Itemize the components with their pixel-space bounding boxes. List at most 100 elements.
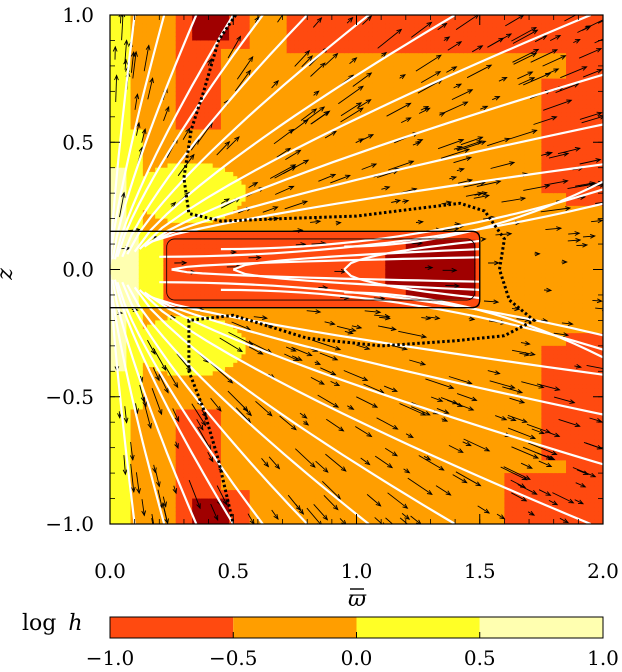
field-cell: [118, 256, 123, 262]
field-cell: [270, 434, 275, 440]
field-cell: [216, 307, 222, 313]
field-cell: [110, 197, 115, 203]
field-cell: [262, 48, 267, 54]
field-cell: [216, 61, 222, 67]
field-cell: [192, 210, 197, 215]
field-cell: [110, 150, 115, 156]
field-cell: [257, 269, 263, 275]
field-cell: [204, 430, 210, 436]
field-cell: [192, 133, 197, 139]
field-cell: [241, 265, 247, 271]
field-cell: [249, 456, 255, 461]
field-cell: [122, 121, 128, 126]
field-cell: [270, 256, 275, 262]
field-cell: [249, 150, 255, 156]
field-cell: [249, 70, 255, 75]
field-cell: [179, 218, 185, 224]
field-cell: [212, 307, 218, 313]
field-cell: [249, 197, 255, 203]
field-cell: [262, 15, 267, 20]
field-cell: [146, 473, 152, 478]
field-cell: [122, 511, 128, 517]
field-cell: [130, 405, 136, 411]
field-cell: [257, 65, 263, 71]
field-cell: [196, 176, 201, 182]
field-cell: [126, 324, 132, 330]
field-cell: [159, 180, 165, 186]
field-cell: [167, 256, 173, 262]
field-cell: [278, 231, 284, 237]
field-cell: [179, 201, 185, 207]
field-cell: [249, 354, 255, 360]
field-cell: [245, 108, 251, 114]
field-cell: [200, 201, 206, 207]
field-cell: [196, 367, 201, 372]
field-cell: [196, 256, 201, 262]
field-cell: [241, 180, 247, 186]
field-cell: [159, 375, 165, 381]
field-cell: [212, 481, 218, 487]
field-cell: [151, 201, 156, 207]
field-cell: [257, 44, 263, 50]
field-cell: [270, 197, 275, 203]
field-cell: [204, 367, 210, 372]
field-cell: [179, 112, 185, 118]
field-cell: [266, 311, 271, 317]
field-cell: [241, 303, 247, 309]
field-cell: [138, 439, 144, 445]
field-cell: [241, 163, 247, 169]
field-cell: [253, 248, 259, 254]
field-cell: [262, 244, 267, 249]
field-cell: [188, 65, 193, 71]
field-cell: [118, 201, 123, 207]
field-cell: [257, 244, 263, 249]
field-cell: [118, 422, 123, 428]
field-cell: [257, 184, 263, 190]
field-cell: [245, 447, 251, 453]
field-cell: [134, 324, 140, 330]
field-cell: [262, 290, 267, 296]
field-cell: [171, 413, 177, 419]
field-cell: [245, 184, 251, 190]
field-cell: [245, 481, 251, 487]
field-cell: [134, 180, 140, 186]
field-cell: [155, 171, 160, 177]
field-cell: [204, 133, 210, 139]
field-cell: [200, 367, 206, 372]
field-cell: [126, 460, 132, 466]
field-cell: [188, 70, 193, 75]
field-cell: [237, 515, 243, 521]
field-cell: [179, 91, 185, 97]
field-cell: [253, 375, 259, 381]
field-cell: [167, 180, 173, 186]
field-cell: [270, 87, 275, 92]
field-cell: [278, 180, 284, 186]
field-cell: [237, 256, 243, 262]
field-cell: [163, 150, 169, 156]
field-cell: [175, 150, 181, 156]
field-cell: [163, 252, 169, 258]
field-cell: [151, 439, 156, 445]
field-cell: [270, 316, 275, 321]
field-cell: [163, 146, 169, 152]
field-cell: [134, 498, 140, 504]
field-cell: [257, 494, 263, 500]
field-cell: [220, 78, 226, 84]
field-cell: [220, 417, 226, 423]
field-cell: [171, 244, 177, 249]
field-cell: [245, 515, 251, 521]
field-cell: [114, 379, 119, 385]
field-cell: [142, 112, 148, 118]
field-cell: [118, 23, 123, 29]
field-cell: [118, 48, 123, 54]
field-cell: [266, 57, 271, 63]
field-cell: [212, 70, 218, 75]
field-cell: [237, 498, 243, 504]
field-cell: [253, 409, 259, 415]
field-cell: [175, 239, 181, 245]
field-cell: [175, 405, 181, 411]
field-cell: [188, 426, 193, 432]
field-cell: [249, 188, 255, 194]
field-cell: [208, 443, 214, 449]
field-cell: [245, 15, 251, 20]
